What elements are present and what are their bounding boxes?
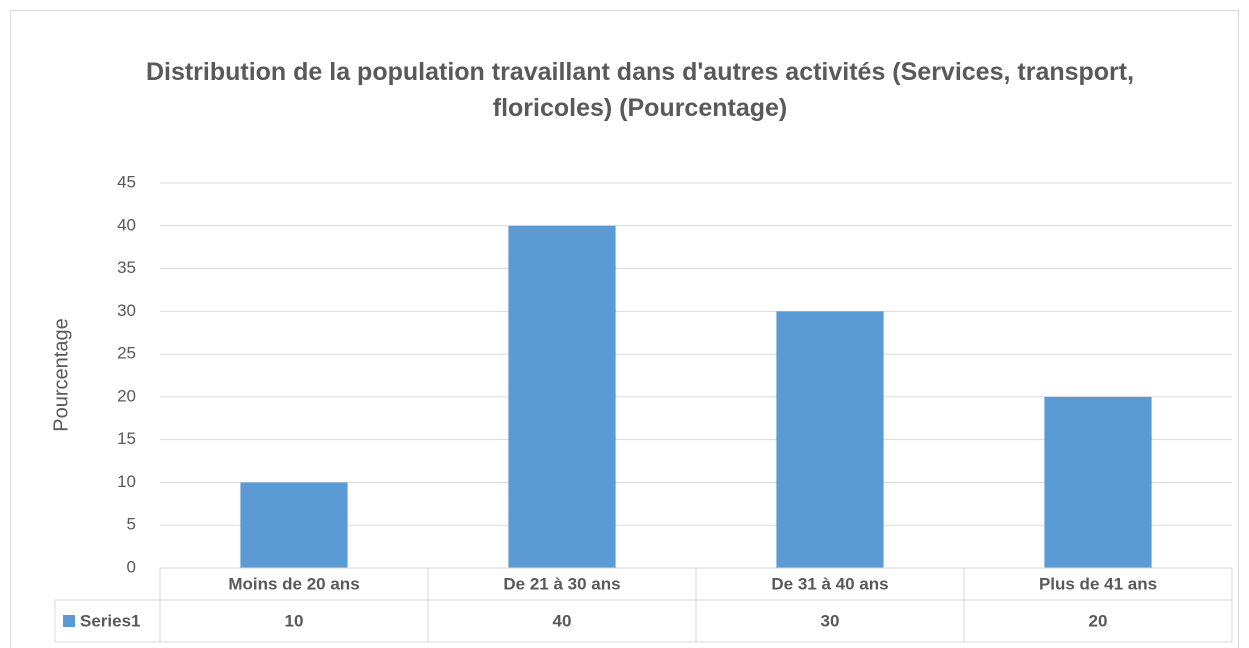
x-tick-label: De 31 à 40 ans (771, 574, 888, 593)
y-tick-label: 15 (117, 429, 136, 448)
y-tick-label: 35 (117, 258, 136, 277)
bar (508, 225, 616, 568)
bar (776, 311, 884, 568)
y-tick-label: 20 (117, 386, 136, 405)
bar (1044, 396, 1152, 568)
x-tick-label: Moins de 20 ans (228, 574, 359, 593)
legend-key (63, 615, 75, 627)
y-tick-label: 30 (117, 301, 136, 320)
y-tick-label: 40 (117, 215, 136, 234)
chart-border (10, 10, 1239, 648)
chart-title: Distribution de la population travaillan… (145, 58, 1135, 122)
table-value: 10 (285, 611, 304, 630)
x-tick-label: Plus de 41 ans (1039, 574, 1157, 593)
y-tick-label: 25 (117, 344, 136, 363)
y-axis-label: Pourcentage (50, 318, 72, 431)
table-value: 30 (821, 611, 840, 630)
bar (240, 482, 348, 568)
legend-label: Series1 (80, 611, 141, 630)
y-tick-label: 5 (127, 515, 136, 534)
x-tick-label: De 21 à 30 ans (503, 574, 620, 593)
table-value: 40 (553, 611, 572, 630)
y-tick-label: 0 (127, 557, 136, 576)
table-value: 20 (1089, 611, 1108, 630)
y-tick-label: 10 (117, 472, 136, 491)
y-tick-label: 45 (117, 172, 136, 191)
